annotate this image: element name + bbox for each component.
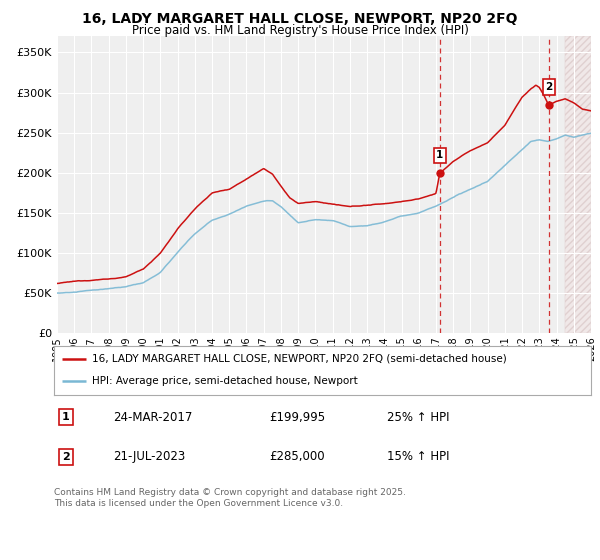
Text: 16, LADY MARGARET HALL CLOSE, NEWPORT, NP20 2FQ: 16, LADY MARGARET HALL CLOSE, NEWPORT, N… [82, 12, 518, 26]
Text: 1: 1 [436, 150, 443, 160]
Text: 2: 2 [545, 82, 553, 92]
Text: 24-MAR-2017: 24-MAR-2017 [113, 410, 193, 424]
Text: 1: 1 [62, 412, 70, 422]
Text: 21-JUL-2023: 21-JUL-2023 [113, 450, 185, 463]
Bar [565, 36, 591, 333]
Text: £285,000: £285,000 [269, 450, 325, 463]
Text: 2: 2 [62, 452, 70, 461]
Text: 25% ↑ HPI: 25% ↑ HPI [387, 410, 449, 424]
Text: Price paid vs. HM Land Registry's House Price Index (HPI): Price paid vs. HM Land Registry's House … [131, 24, 469, 36]
Text: 16, LADY MARGARET HALL CLOSE, NEWPORT, NP20 2FQ (semi-detached house): 16, LADY MARGARET HALL CLOSE, NEWPORT, N… [92, 354, 506, 364]
Bar [565, 36, 591, 333]
Text: £199,995: £199,995 [269, 410, 325, 424]
Text: Contains HM Land Registry data © Crown copyright and database right 2025.
This d: Contains HM Land Registry data © Crown c… [54, 488, 406, 508]
Text: 15% ↑ HPI: 15% ↑ HPI [387, 450, 449, 463]
Text: HPI: Average price, semi-detached house, Newport: HPI: Average price, semi-detached house,… [92, 376, 358, 386]
